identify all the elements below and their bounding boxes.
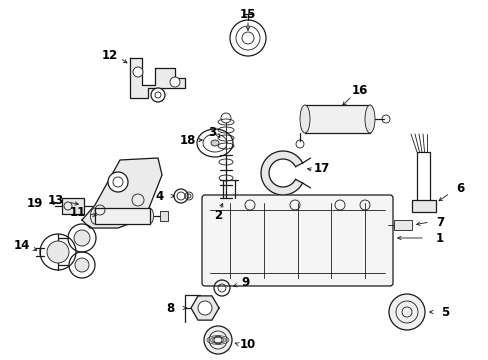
FancyBboxPatch shape (202, 195, 392, 286)
Circle shape (170, 77, 180, 87)
Bar (159, 211, 167, 221)
Circle shape (203, 326, 231, 354)
Text: 19: 19 (27, 197, 43, 210)
Text: 5: 5 (440, 306, 448, 319)
Text: 1: 1 (435, 231, 443, 244)
Text: 6: 6 (455, 181, 463, 194)
Ellipse shape (364, 105, 374, 133)
Bar (62, 198, 84, 214)
Text: 12: 12 (102, 49, 118, 62)
Bar (305, 105, 369, 133)
Text: 9: 9 (241, 276, 248, 289)
Circle shape (47, 241, 69, 263)
Polygon shape (130, 58, 184, 98)
Text: 16: 16 (351, 84, 367, 96)
Polygon shape (82, 158, 162, 228)
Text: 3: 3 (207, 126, 216, 139)
Text: 14: 14 (14, 239, 30, 252)
Text: 13: 13 (48, 194, 64, 207)
Circle shape (388, 294, 424, 330)
Circle shape (198, 301, 212, 315)
Text: 8: 8 (165, 302, 174, 315)
Text: 7: 7 (435, 216, 443, 229)
Ellipse shape (210, 140, 219, 146)
Ellipse shape (145, 208, 153, 224)
Ellipse shape (299, 105, 309, 133)
Polygon shape (191, 296, 219, 320)
Text: 17: 17 (313, 162, 329, 175)
Text: 10: 10 (240, 338, 256, 351)
Text: 18: 18 (180, 134, 196, 147)
Bar (411, 200, 435, 212)
Text: 4: 4 (156, 189, 164, 202)
Bar (393, 220, 411, 230)
Bar (94, 208, 149, 224)
Text: 15: 15 (239, 8, 256, 21)
Circle shape (75, 258, 89, 272)
Text: 11: 11 (70, 206, 86, 219)
Circle shape (108, 172, 128, 192)
Circle shape (74, 230, 90, 246)
Ellipse shape (90, 208, 98, 224)
Polygon shape (261, 151, 302, 195)
Text: 2: 2 (214, 208, 222, 221)
Circle shape (151, 88, 164, 102)
Circle shape (133, 67, 142, 77)
